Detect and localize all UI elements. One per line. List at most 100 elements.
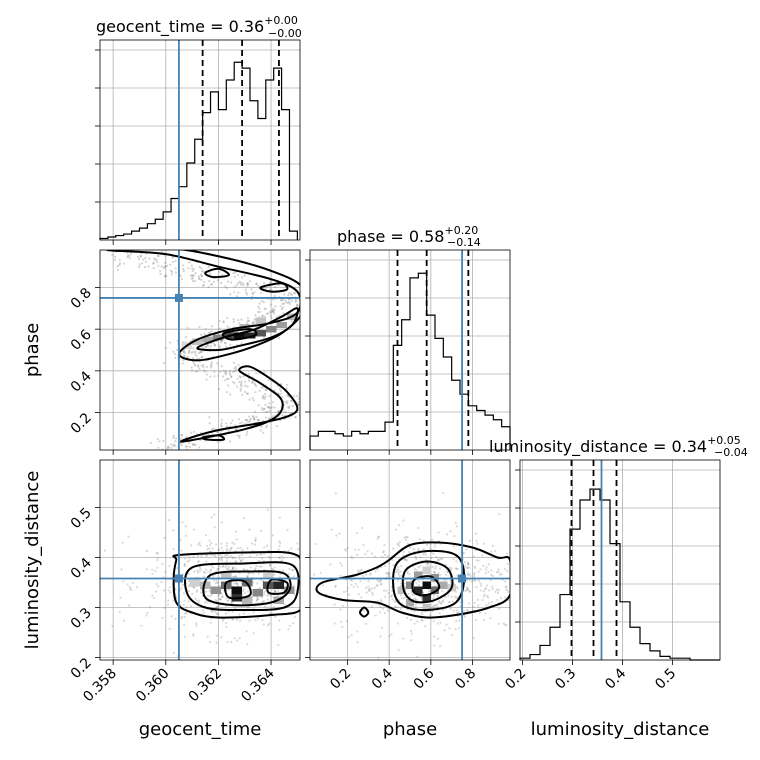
scatter-point (414, 568, 416, 570)
scatter-point (211, 428, 213, 430)
scatter-point (246, 293, 248, 295)
scatter-point (221, 425, 223, 427)
scatter-point (498, 568, 500, 570)
scatter-point (475, 532, 477, 534)
scatter-point (290, 293, 292, 295)
scatter-point (265, 308, 267, 310)
scatter-point (119, 262, 121, 264)
scatter-point (213, 554, 215, 556)
xlabel-phase: phase (383, 719, 437, 740)
scatter-point (453, 535, 455, 537)
scatter-points (94, 236, 317, 459)
scatter-point (219, 371, 221, 373)
scatter-point (150, 442, 152, 444)
scatter-point (164, 262, 166, 264)
scatter-point (340, 621, 342, 623)
scatter-point (208, 266, 210, 268)
scatter-point (121, 236, 123, 238)
scatter-point (194, 350, 196, 352)
scatter-point (350, 584, 352, 586)
scatter-point (504, 580, 506, 582)
scatter-point (420, 619, 422, 621)
scatter-point (239, 375, 241, 377)
scatter-point (301, 557, 303, 559)
ylabel-luminosity-distance: luminosity_distance (22, 471, 43, 650)
scatter-point (226, 568, 228, 570)
scatter-point (479, 612, 481, 614)
scatter-point (206, 545, 208, 547)
scatter-point (346, 590, 348, 592)
scatter-point (278, 549, 280, 551)
scatter-point (356, 586, 358, 588)
scatter-point (211, 325, 213, 327)
scatter-point (262, 396, 264, 398)
scatter-point (213, 281, 215, 283)
scatter-point (397, 571, 399, 573)
scatter-point (475, 559, 477, 561)
scatter-point (159, 273, 161, 275)
scatter-point (241, 276, 243, 278)
scatter-point (366, 591, 368, 593)
scatter-point (203, 612, 205, 614)
scatter-point (225, 597, 227, 599)
scatter-point (122, 580, 124, 582)
scatter-point (494, 591, 496, 593)
scatter-point (350, 579, 352, 581)
scatter-point (265, 416, 267, 418)
scatter-point (129, 257, 131, 259)
scatter-point (473, 574, 475, 576)
scatter-point (397, 580, 399, 582)
scatter-point (186, 445, 188, 447)
scatter-point (415, 558, 417, 560)
scatter-point (485, 566, 487, 568)
scatter-point (265, 426, 267, 428)
scatter-point (209, 422, 211, 424)
scatter-point (480, 583, 482, 585)
scatter-point (272, 534, 274, 536)
scatter-point (540, 597, 542, 599)
scatter-point (363, 544, 365, 546)
scatter-point (238, 613, 240, 615)
scatter-point (257, 617, 259, 619)
scatter-point (244, 391, 246, 393)
scatter-point (287, 294, 289, 296)
scatter-point (358, 593, 360, 595)
scatter-point (114, 259, 116, 261)
scatter-point (190, 544, 192, 546)
scatter-point (264, 404, 266, 406)
scatter-point (247, 393, 249, 395)
scatter-point (209, 375, 211, 377)
scatter-point (455, 560, 457, 562)
scatter-point (480, 589, 482, 591)
scatter-point (487, 596, 489, 598)
scatter-point (254, 568, 256, 570)
plot-area (271, 460, 580, 660)
scatter-point (229, 440, 231, 442)
scatter-point (412, 548, 414, 550)
scatter-point (201, 356, 203, 358)
xlabel-geocent-time: geocent_time (139, 719, 262, 740)
scatter-point (314, 616, 316, 618)
scatter-point (149, 606, 151, 608)
scatter-point (416, 620, 418, 622)
scatter-point (475, 619, 477, 621)
scatter-point (222, 370, 224, 372)
scatter-point (256, 582, 258, 584)
scatter-point (490, 569, 492, 571)
scatter-point (330, 529, 332, 531)
scatter-point (205, 560, 207, 562)
scatter-point (216, 635, 218, 637)
scatter-point (402, 519, 404, 521)
scatter-point (439, 574, 441, 576)
scatter-point (199, 570, 201, 572)
scatter-point (161, 452, 163, 454)
scatter-point (232, 381, 234, 383)
scatter-point (199, 266, 201, 268)
scatter-point (222, 595, 224, 597)
density-cell (253, 589, 264, 597)
scatter-point (387, 610, 389, 612)
scatter-point (235, 366, 237, 368)
scatter-point (232, 371, 234, 373)
scatter-point (194, 352, 196, 354)
scatter-point (239, 558, 241, 560)
